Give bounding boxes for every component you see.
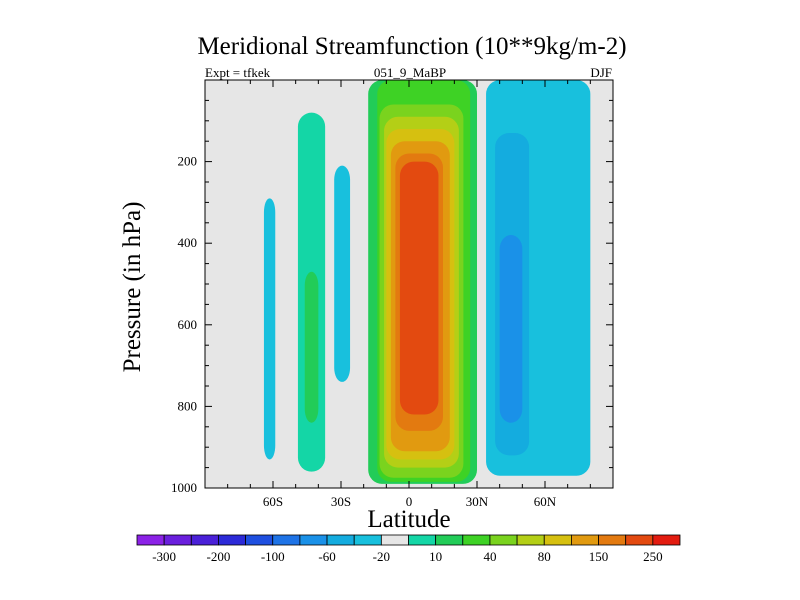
colorbar-label: -200 xyxy=(207,549,231,564)
y-tick-label: 200 xyxy=(178,154,198,169)
y-tick-label: 800 xyxy=(178,398,198,413)
chart-title: Meridional Streamfunction (10**9kg/m-2) xyxy=(197,33,626,60)
y-tick-label: 600 xyxy=(178,317,198,332)
colorbar: -300 -200 -100 -60 -20 10 40 80 150 250 xyxy=(136,534,681,564)
colorbar-swatch xyxy=(489,534,518,546)
contour-region-0 xyxy=(263,198,276,460)
colorbar-swatch xyxy=(571,534,599,546)
colorbar-label: -60 xyxy=(318,549,335,564)
colorbar-swatch xyxy=(136,534,165,546)
colorbar-swatch xyxy=(218,534,246,546)
x-tick-label: 0 xyxy=(406,494,413,509)
colorbar-swatch xyxy=(462,534,491,546)
colorbar-swatch xyxy=(190,534,219,546)
colorbar-swatch xyxy=(598,534,627,546)
x-tick-label: 60N xyxy=(534,494,557,509)
chart-subtitle-left: Expt = tfkek xyxy=(205,65,271,80)
x-tick-label: 30N xyxy=(466,494,489,509)
contour-region-11 xyxy=(399,161,439,415)
colorbar-label: 10 xyxy=(429,549,442,564)
colorbar-label: 40 xyxy=(483,549,496,564)
colorbar-label: 250 xyxy=(643,549,663,564)
axes: 60S 30S 0 30N 60N 200 400 600 800 1000 xyxy=(171,79,614,509)
colorbar-swatch xyxy=(326,534,355,546)
y-tick-label: 1000 xyxy=(171,480,197,495)
colorbar-label: -100 xyxy=(261,549,285,564)
contour-region-2 xyxy=(304,271,319,423)
colorbar-swatch xyxy=(435,534,464,546)
contour-region-3 xyxy=(334,165,351,382)
colorbar-swatch xyxy=(408,534,437,546)
colorbar-swatch xyxy=(353,534,382,546)
colorbar-swatch xyxy=(625,534,654,546)
y-tick-label: 400 xyxy=(178,235,198,250)
x-tick-label: 30S xyxy=(331,494,351,509)
colorbar-swatch xyxy=(516,534,545,546)
colorbar-label: -20 xyxy=(373,549,390,564)
plot-area xyxy=(205,80,613,488)
colorbar-swatch xyxy=(380,534,409,546)
colorbar-label: 80 xyxy=(538,549,551,564)
colorbar-swatch xyxy=(272,534,301,546)
x-tick-label: 60S xyxy=(263,494,283,509)
y-axis-label: Pressure (in hPa) xyxy=(119,202,146,373)
chart-subtitle-right: DJF xyxy=(590,65,612,80)
colorbar-swatch xyxy=(543,534,572,546)
colorbar-label: -300 xyxy=(152,549,176,564)
colorbar-swatch xyxy=(299,534,328,546)
colorbar-swatch xyxy=(163,534,192,546)
x-axis-label: Latitude xyxy=(367,506,450,533)
colorbar-label: 150 xyxy=(589,549,609,564)
contour-region-14 xyxy=(499,235,523,423)
chart-subtitle-center: 051_9_MaBP xyxy=(374,65,446,80)
colorbar-swatch xyxy=(245,534,274,546)
colorbar-swatch xyxy=(652,534,681,546)
